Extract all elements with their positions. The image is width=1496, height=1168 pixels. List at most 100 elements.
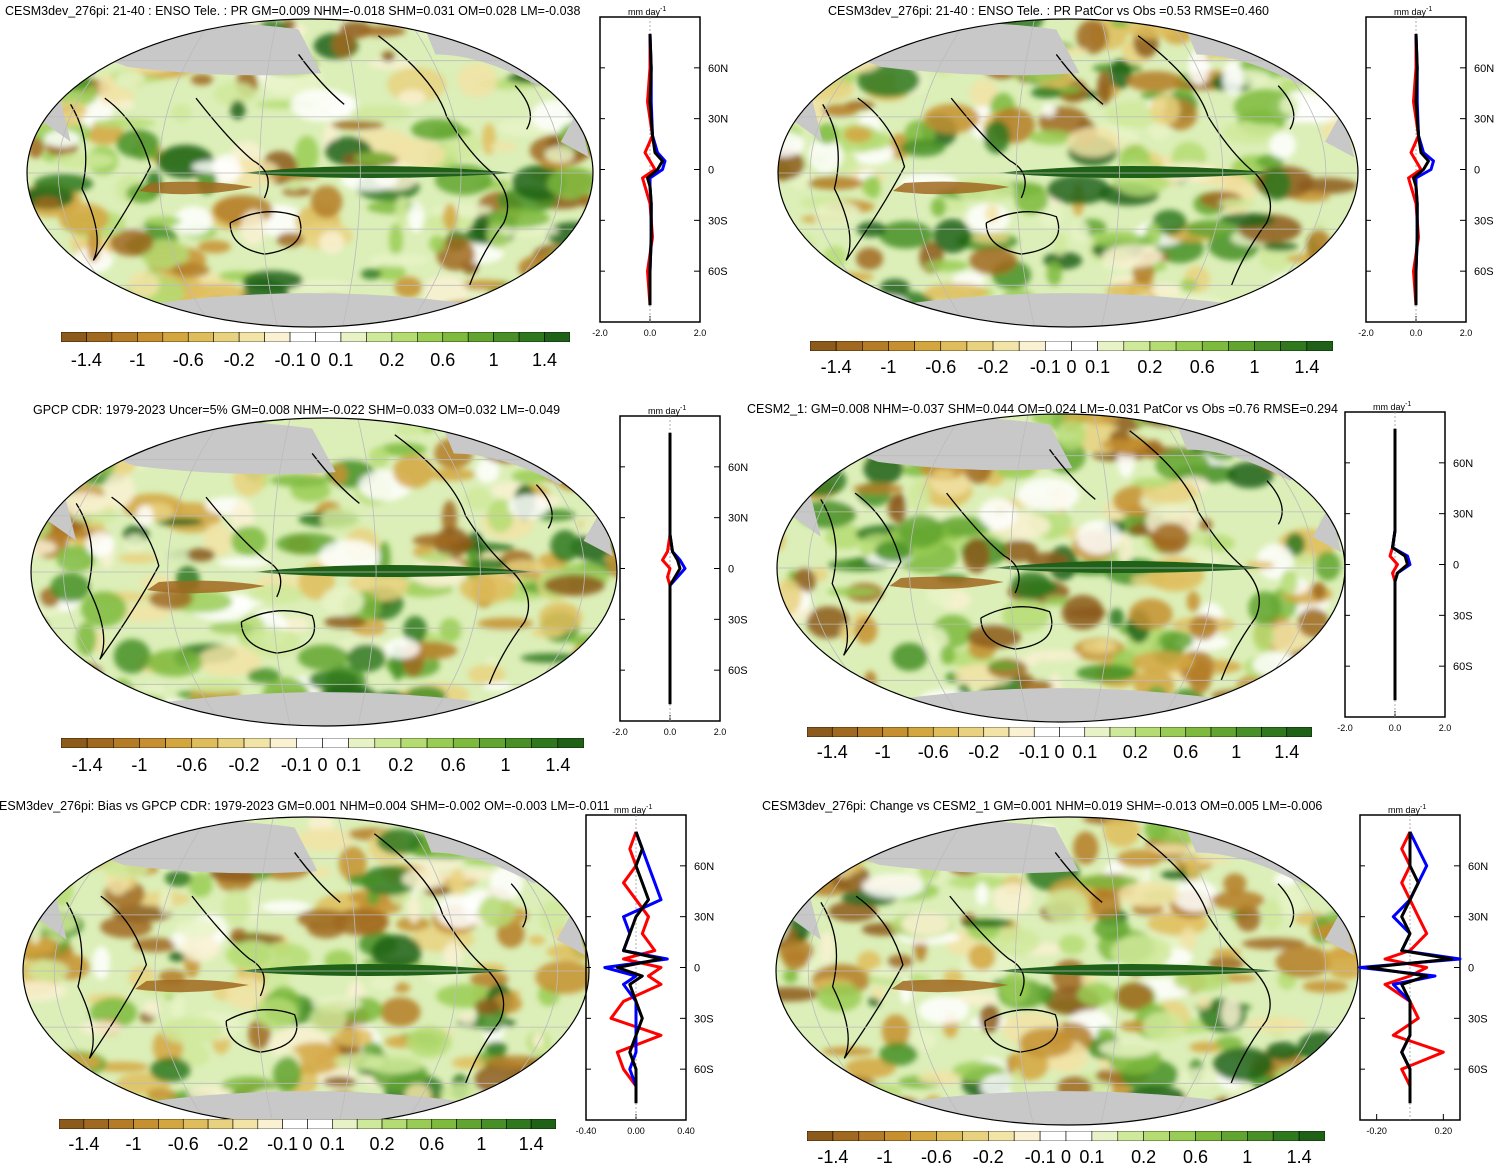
colorbar-swatch xyxy=(1235,727,1262,737)
colorbar-swatch xyxy=(269,738,297,748)
colorbar-label: -1.4 xyxy=(816,742,848,762)
colorbar-label: 0.2 xyxy=(1122,742,1148,762)
lat-tick-label: 60N xyxy=(1474,63,1494,75)
colorbar-label: -0.6 xyxy=(920,1147,953,1167)
lat-tick-label: 60N xyxy=(728,462,748,474)
lat-tick-label: 0 xyxy=(1474,165,1480,177)
colorbar xyxy=(59,1119,556,1129)
colorbar-label: 0.1 xyxy=(1072,742,1098,762)
colorbar-label: -1 xyxy=(129,350,146,370)
zonal-mean-line xyxy=(668,432,687,705)
world-map xyxy=(777,18,1359,328)
colorbar-swatch xyxy=(907,727,934,737)
colorbar-swatch xyxy=(391,332,418,342)
colorbar-swatch xyxy=(61,332,87,342)
zonal-unit-label: mm day-1 xyxy=(1394,6,1432,17)
zonal-mean-line xyxy=(603,831,669,1104)
zonal-x-tick-label: -2.0 xyxy=(592,328,608,338)
colorbar-swatch xyxy=(1246,1131,1274,1141)
colorbar-swatch xyxy=(1175,341,1203,351)
colorbar-label: 1 xyxy=(500,755,511,775)
colorbar-swatch xyxy=(83,1119,110,1129)
colorbar xyxy=(810,341,1333,351)
lat-tick-label: 60S xyxy=(1468,1064,1488,1076)
colorbar-label: 1.4 xyxy=(1274,742,1300,762)
lat-tick-label: 30N xyxy=(1474,114,1494,126)
lat-tick-label: 30S xyxy=(1468,1013,1488,1025)
lat-tick-label: 60S xyxy=(1453,661,1473,673)
lat-tick-label: 60S xyxy=(708,266,728,278)
panel-title: CESM3dev_276pi: 21-40 : ENSO Tele. : PR … xyxy=(5,4,581,18)
colorbar-swatch xyxy=(1160,727,1187,737)
colorbar-label: -1.4 xyxy=(71,755,103,775)
zonal-x-tick-label: -2.0 xyxy=(1337,723,1353,733)
zonal-mean-plot: mm day-1 60N 30N 0 30S 60S -2.0 0.0 2.0 xyxy=(1337,401,1473,733)
lat-tick-label: 30N xyxy=(708,114,728,126)
colorbar-swatch xyxy=(112,738,140,748)
colorbar-label: -0.6 xyxy=(917,742,949,762)
colorbar-swatch xyxy=(962,1131,989,1141)
colorbar-swatch xyxy=(1306,341,1333,351)
colorbar-label: 0.1 xyxy=(319,1134,345,1154)
colorbar-swatch xyxy=(86,332,113,342)
colorbar-swatch xyxy=(61,738,88,748)
zonal-mean-line xyxy=(615,831,663,1104)
world-map xyxy=(22,816,590,1126)
colorbar-label: 0.2 xyxy=(1131,1147,1157,1167)
colorbar-swatch xyxy=(431,1119,457,1129)
colorbar-swatch xyxy=(289,332,316,342)
zonal-x-tick-label: 0.00 xyxy=(627,1126,645,1136)
colorbar-label: 1 xyxy=(476,1134,487,1154)
colorbar-swatch xyxy=(481,1119,507,1129)
colorbar-swatch xyxy=(1280,341,1308,351)
colorbar-label: -0.1 xyxy=(274,350,306,370)
colorbar-swatch xyxy=(1228,341,1255,351)
zonal-x-tick-label: 0.20 xyxy=(1435,1126,1453,1136)
zonal-x-tick-label: -0.20 xyxy=(1366,1126,1387,1136)
colorbar-swatch xyxy=(1272,1131,1300,1141)
zonal-x-tick-label: -0.40 xyxy=(576,1126,597,1136)
zonal-x-tick-label: -2.0 xyxy=(1358,328,1374,338)
colorbar xyxy=(807,727,1312,737)
colorbar-swatch xyxy=(992,341,1020,351)
colorbar-swatch xyxy=(1117,1131,1144,1141)
colorbar-swatch xyxy=(217,738,245,748)
lat-tick-label: 30S xyxy=(1453,610,1473,622)
colorbar-swatch xyxy=(884,1131,911,1141)
colorbar-label: -0.2 xyxy=(223,350,255,370)
colorbar-swatch xyxy=(1123,341,1151,351)
lat-tick-label: 60N xyxy=(1453,458,1473,470)
colorbar-swatch xyxy=(1261,727,1288,737)
colorbar-swatch xyxy=(307,1119,333,1129)
colorbar-swatch xyxy=(315,332,342,342)
colorbar-swatch xyxy=(1033,727,1060,737)
colorbar-swatch xyxy=(988,1131,1015,1141)
world-map xyxy=(26,18,594,328)
colorbar-label: -1 xyxy=(880,357,897,377)
colorbar-label: 1.4 xyxy=(545,755,571,775)
colorbar-swatch xyxy=(332,1119,358,1129)
colorbar-swatch xyxy=(86,738,114,748)
lat-tick-label: 0 xyxy=(728,564,734,576)
colorbar-label: -1 xyxy=(131,755,148,775)
lat-tick-label: 30S xyxy=(1474,215,1494,227)
colorbar-swatch xyxy=(1013,1131,1041,1141)
colorbar-label: 1.4 xyxy=(518,1134,544,1154)
lat-tick-label: 60S xyxy=(694,1064,714,1076)
colorbar-swatch xyxy=(882,727,909,737)
zonal-unit-label: mm day-1 xyxy=(1373,401,1411,412)
colorbar-swatch xyxy=(493,332,520,342)
colorbar-label: -0.1 xyxy=(1024,1147,1056,1167)
colorbar-label: 0.6 xyxy=(430,350,456,370)
zonal-x-tick-label: 0.0 xyxy=(1389,723,1402,733)
colorbar-swatch xyxy=(1008,727,1035,737)
zonal-mean-line xyxy=(1383,831,1445,1104)
colorbar-swatch xyxy=(191,738,219,748)
colorbar-swatch xyxy=(257,1119,283,1129)
colorbar-label: -1 xyxy=(125,1134,142,1154)
colorbar-swatch xyxy=(1169,1131,1196,1141)
colorbar-swatch xyxy=(505,738,532,748)
colorbar-label: 0 xyxy=(310,350,321,370)
zonal-x-tick-label: 0.0 xyxy=(644,328,657,338)
colorbar-swatch xyxy=(958,727,985,737)
